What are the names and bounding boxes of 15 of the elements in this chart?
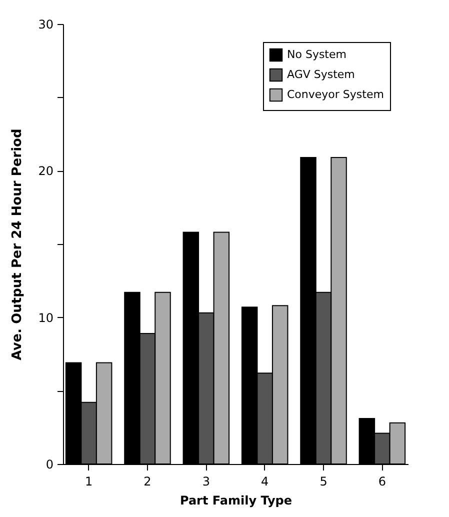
x-axis-title: Part Family Type	[180, 494, 292, 508]
x-tick-label: 3	[202, 474, 210, 488]
y-tick-label: 10	[38, 310, 54, 325]
y-tick-label: 0	[46, 458, 54, 472]
legend-label: Conveyor System	[287, 88, 384, 101]
x-tick-label: 6	[378, 474, 386, 488]
legend-label: No System	[287, 48, 346, 61]
x-tick-label: 4	[261, 474, 269, 488]
x-tick-label: 1	[84, 474, 93, 488]
y-axis-title: Ave. Output Per 24 Hour Period	[10, 128, 26, 360]
x-tick-label: 5	[320, 474, 328, 488]
x-tick-label: 2	[144, 474, 152, 488]
y-tick-label: 30	[38, 18, 54, 32]
y-tick-label: 20	[38, 164, 54, 178]
legend-label: AGV System	[287, 68, 355, 81]
